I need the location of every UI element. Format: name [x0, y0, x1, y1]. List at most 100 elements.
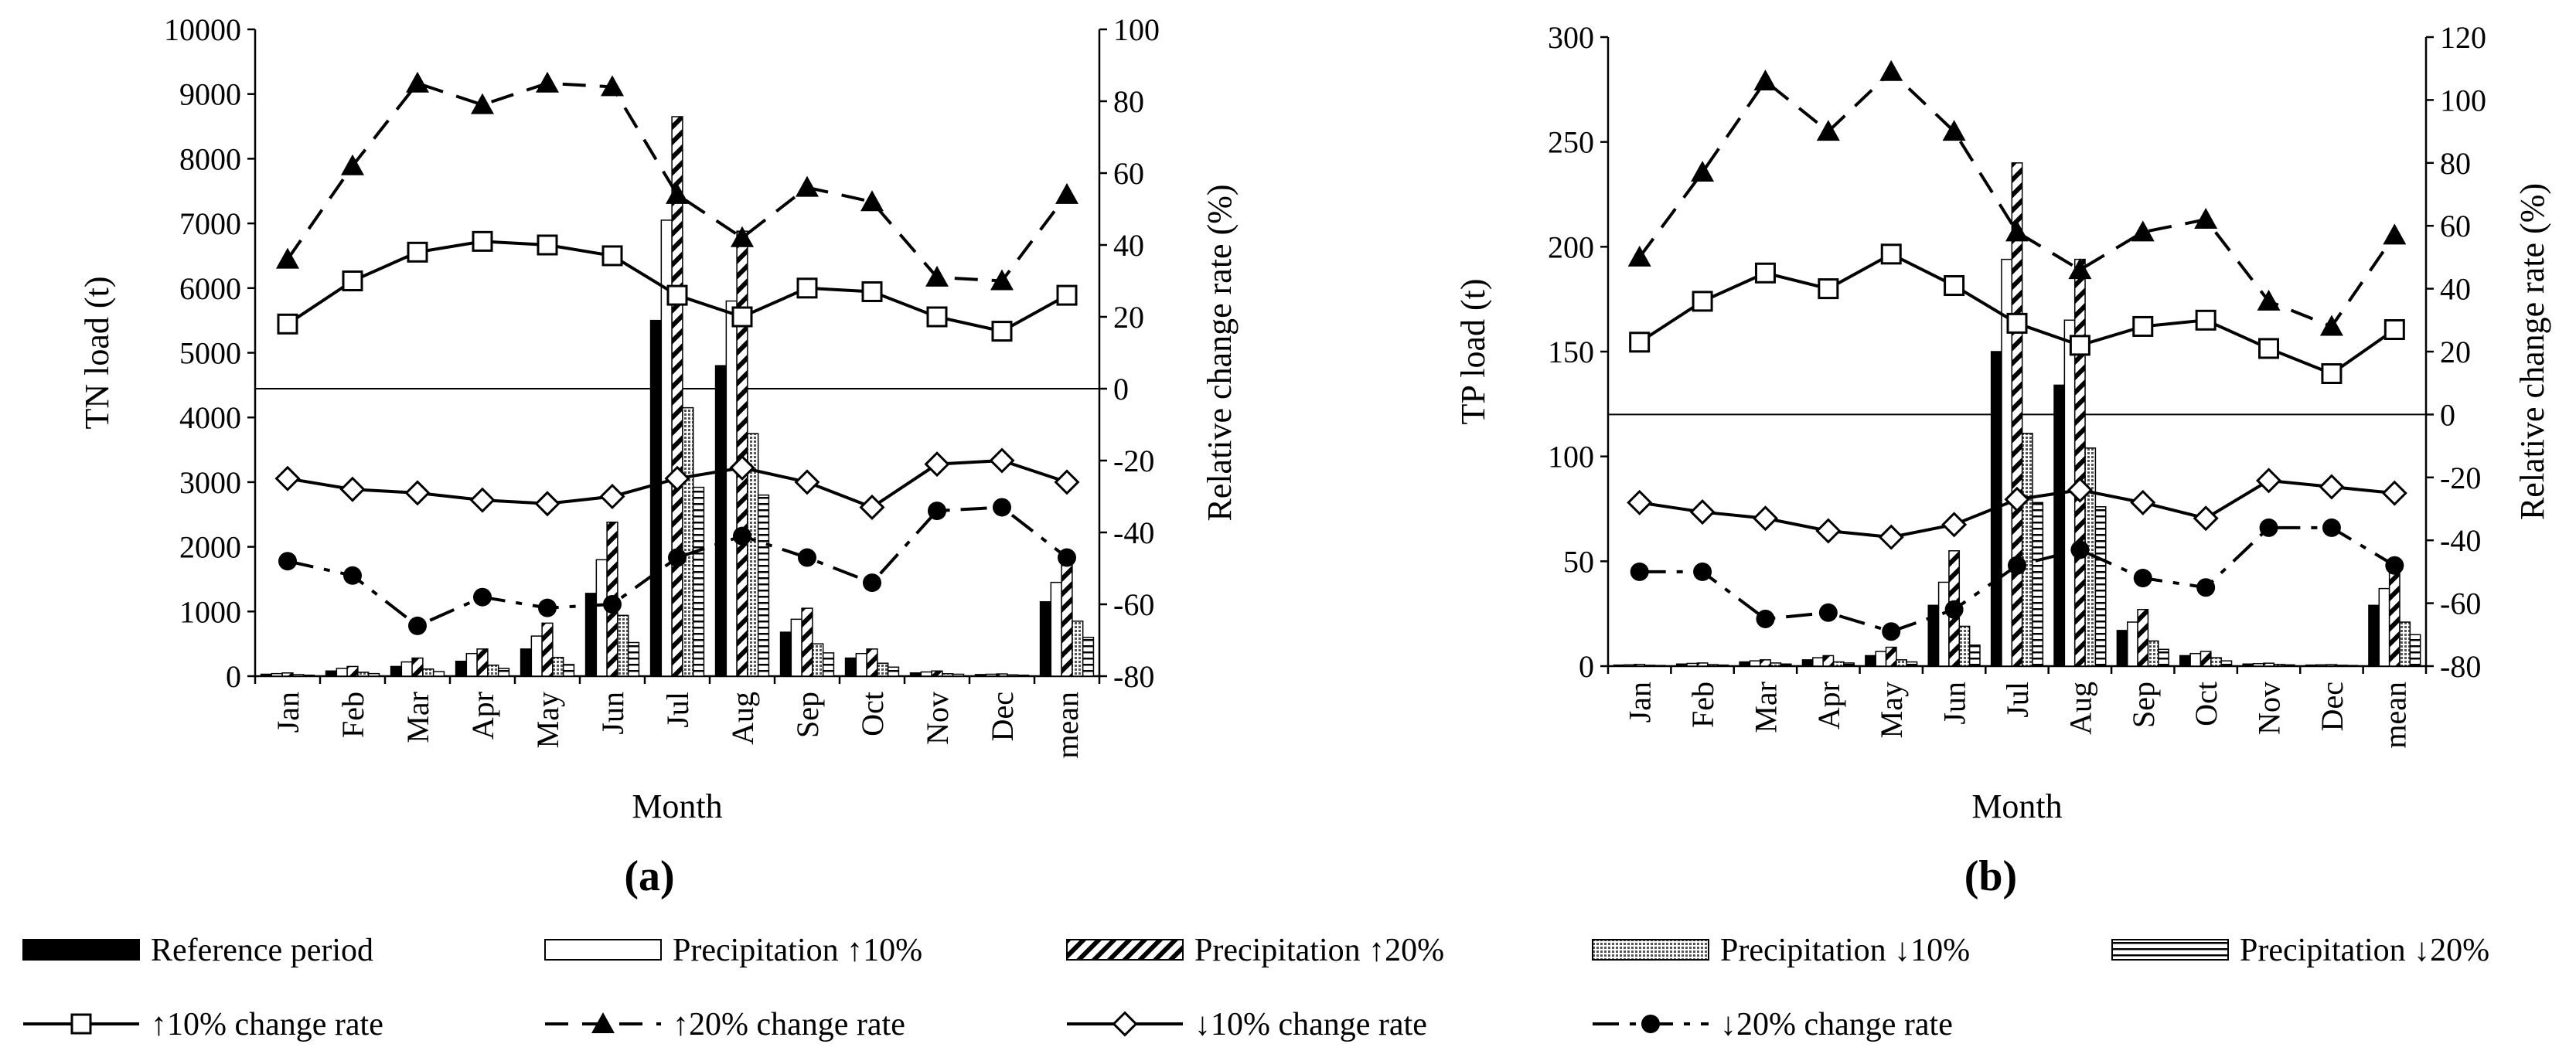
bar-feb-series-4 — [357, 672, 370, 677]
bar-apr-series-3 — [1822, 655, 1835, 667]
bar-may-series-4 — [1896, 659, 1908, 667]
bar-oct-series-4 — [2210, 657, 2222, 667]
change-rate-point-oct — [2196, 578, 2216, 597]
change-rate-point-jun — [603, 595, 622, 614]
change-rate-point-aug — [2068, 258, 2092, 280]
bar-feb-series-5 — [1717, 664, 1729, 667]
panel-b-label: (b) — [1964, 852, 2017, 900]
legend-marker-m20 — [1641, 1015, 1660, 1033]
bar-sep-series-1 — [779, 631, 792, 677]
bar-oct-series-3 — [866, 648, 878, 677]
change-rate-point-sep — [796, 175, 819, 197]
change-rate-point-aug — [731, 226, 754, 247]
change-rate-point-mar — [1752, 505, 1778, 532]
bar-jan-series-1 — [260, 673, 273, 677]
change-rate-point-feb — [1692, 291, 1713, 312]
legend-line-label-m10: ↓10% change rate — [1194, 1007, 1427, 1042]
change-rate-point-may — [1878, 524, 1904, 550]
legend-label-m10: Precipitation ↓10% — [1720, 933, 1970, 968]
change-rate-point-jul — [664, 465, 690, 491]
change-rate-point-apr — [469, 487, 496, 513]
bar-aug-series-3 — [736, 230, 748, 677]
x-axis-title: Month — [1971, 787, 2062, 825]
y2-tick-label: 0 — [1113, 372, 1129, 406]
change-rate-point-mean — [1056, 284, 1078, 306]
bar-jul-series-5 — [2032, 502, 2044, 667]
bar-feb-series-5 — [367, 672, 380, 677]
x-tick-label: Jan — [1623, 682, 1658, 723]
change-rate-point-dec — [2319, 315, 2343, 336]
bar-sep-series-3 — [801, 607, 813, 677]
bar-nov-series-4 — [2273, 664, 2285, 667]
bar-mar-series-2 — [1749, 660, 1761, 667]
bar-may-series-1 — [1865, 655, 1876, 667]
legend-label-p10: Precipitation ↑10% — [673, 933, 922, 968]
change-rate-point-apr — [472, 230, 493, 252]
change-rate-point-apr — [471, 93, 494, 114]
bar-jul-series-3 — [671, 116, 683, 677]
y2-tick-label: 60 — [2440, 209, 2471, 243]
bar-apr-series-1 — [455, 660, 468, 677]
y-tick-label: 300 — [1548, 20, 1594, 55]
bar-may-series-2 — [1875, 651, 1887, 667]
bar-jun-series-4 — [617, 614, 629, 677]
bar-jan-series-5 — [1654, 665, 1666, 667]
y2-tick-label: 20 — [1113, 300, 1144, 335]
change-rate-point-dec — [990, 269, 1014, 291]
y-tick-label: 100 — [1548, 440, 1594, 474]
y2-tick-label: 40 — [2440, 272, 2471, 307]
bar-jun-series-5 — [1968, 644, 1981, 667]
x-tick-label: mean — [1050, 692, 1085, 759]
bar-jul-series-5 — [692, 486, 705, 677]
change-rate-point-feb — [343, 566, 362, 585]
bar-oct-series-2 — [855, 652, 867, 677]
change-rate-point-sep — [2132, 315, 2154, 337]
change-rate-point-mean — [1058, 548, 1076, 567]
change-rate-point-apr — [1815, 518, 1842, 544]
bar-jun-series-4 — [1958, 625, 1971, 667]
y2-tick-label: -80 — [1113, 659, 1154, 694]
change-rate-point-aug — [731, 306, 753, 328]
bar-may-series-3 — [541, 622, 554, 677]
y2-axis-title: Relative change rate (%) — [1201, 184, 1239, 521]
bar-dec-series-4 — [1007, 674, 1019, 677]
x-tick-label: Apr — [1811, 682, 1846, 729]
change-rate-point-mar — [407, 241, 428, 263]
change-rate-point-aug — [2069, 335, 2090, 356]
legend-label-ref: Reference period — [151, 933, 373, 968]
change-rate-point-oct — [2194, 208, 2218, 230]
change-rate-point-nov — [924, 451, 950, 478]
change-rate-point-aug — [729, 454, 755, 481]
x-tick-label: Jul — [2000, 682, 2035, 718]
change-rate-point-mar — [1754, 262, 1776, 284]
legend-swatch-m20 — [2111, 939, 2229, 961]
bar-sep-series-4 — [812, 643, 824, 677]
x-tick-label: Feb — [1685, 682, 1720, 728]
change-rate-point-jan — [1629, 332, 1651, 353]
change-rate-point-nov — [925, 265, 949, 287]
change-rate-point-jul — [2008, 556, 2026, 575]
change-rate-point-dec — [989, 447, 1015, 474]
bar-feb-series-3 — [346, 665, 359, 677]
y-tick-label: 0 — [226, 659, 241, 694]
change-rate-point-nov — [926, 306, 948, 328]
bar-feb-series-1 — [325, 670, 338, 677]
bar-jul-series-4 — [682, 406, 694, 677]
change-rate-point-sep — [794, 469, 820, 495]
y2-tick-label: -80 — [2440, 649, 2481, 684]
legend-swatch-m10 — [1592, 939, 1709, 961]
change-rate-point-jun — [1942, 120, 1966, 141]
change-rate-point-jul — [2006, 312, 2028, 334]
bar-mar-series-1 — [1739, 661, 1751, 667]
change-rate-point-feb — [339, 476, 366, 502]
change-rate-point-feb — [342, 270, 363, 291]
change-rate-point-jun — [601, 245, 623, 267]
change-rate-point-apr — [1818, 603, 1838, 622]
x-tick-label: Sep — [790, 692, 825, 738]
x-tick-label: mean — [2377, 682, 2412, 749]
bar-sep-series-4 — [2147, 640, 2159, 667]
bar-jun-series-1 — [1927, 604, 1940, 667]
legend-label-m20: Precipitation ↓20% — [2240, 933, 2489, 968]
bar-jan-series-3 — [1634, 664, 1646, 667]
bar-dec-series-5 — [2346, 665, 2359, 667]
